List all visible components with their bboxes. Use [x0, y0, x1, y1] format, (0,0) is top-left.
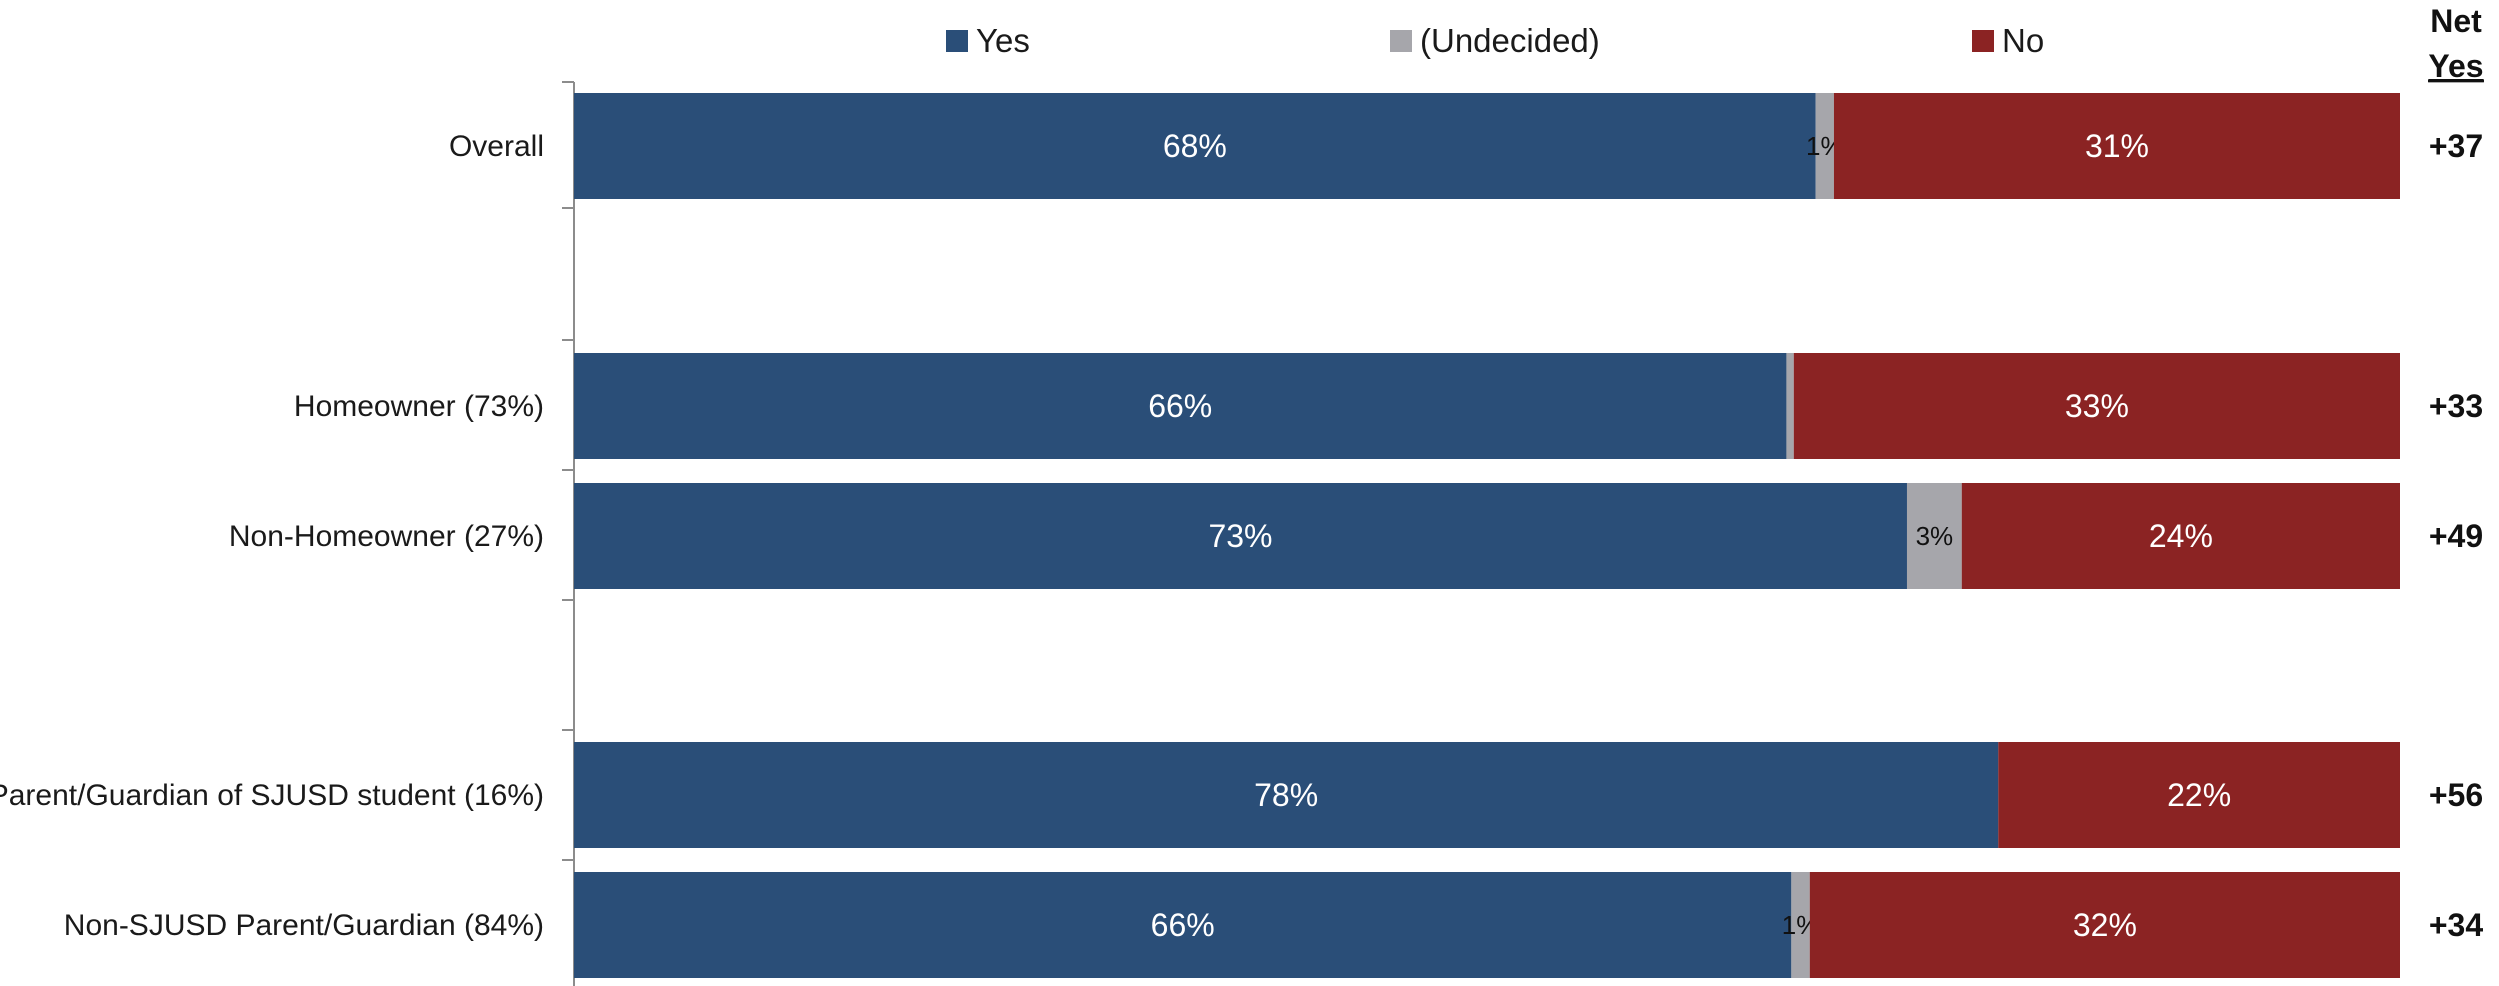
- bar-no-non-sjusd-parent-guardian-84: [1809, 872, 2400, 978]
- data-label-no-homeowner-73: 33%: [2065, 388, 2129, 424]
- net-yes-column: +37 +33 +49 +56 +34: [2429, 128, 2483, 943]
- bar-undecided-overall: [1815, 93, 1834, 199]
- category-label-overall: Overall: [449, 130, 544, 163]
- data-label-yes-non-sjusd-parent-guardian-84: 66%: [1151, 907, 1215, 943]
- bar-no-homeowner-73: [1793, 353, 2400, 459]
- bar-yes-homeowner-73: [574, 353, 1787, 459]
- bar-undecided-non-sjusd-parent-guardian-84: [1791, 872, 1810, 978]
- net-yes-header-line-1: Net: [2430, 3, 2482, 39]
- data-label-undecided-non-homeowner-27: 3%: [1916, 521, 1954, 551]
- legend: Yes (Undecided) No: [946, 22, 2044, 59]
- legend-swatch-no: [1972, 30, 1994, 52]
- net-yes-value-non-homeowner-27: +49: [2429, 518, 2483, 554]
- net-yes-value-non-sjusd-parent-guardian-84: +34: [2429, 907, 2483, 943]
- net-yes-value-parent-guardian-of-sjusd-student-16: +56: [2429, 777, 2483, 813]
- bar-yes-parent-guardian-of-sjusd-student-16: [574, 742, 1999, 848]
- legend-label-undecided: (Undecided): [1420, 22, 1600, 59]
- legend-label-no: No: [2002, 22, 2044, 59]
- bar-yes-overall: [574, 93, 1816, 199]
- bar-undecided-homeowner-73: [1786, 353, 1794, 459]
- legend-swatch-undecided: [1390, 30, 1412, 52]
- data-label-no-non-sjusd-parent-guardian-84: 32%: [2073, 907, 2137, 943]
- bar-no-non-homeowner-27: [1961, 483, 2400, 589]
- bar-yes-non-sjusd-parent-guardian-84: [574, 872, 1792, 978]
- bar-undecided-non-homeowner-27: [1906, 483, 1962, 589]
- legend-swatch-yes: [946, 30, 968, 52]
- category-label-homeowner-73: Homeowner (73%): [294, 390, 544, 423]
- bars: 68% 1% 31%66% 33%73% 3% 24%78% 22%66% 1% 32%: [574, 93, 2400, 978]
- data-label-yes-homeowner-73: 66%: [1148, 388, 1212, 424]
- data-label-yes-overall: 68%: [1163, 128, 1227, 164]
- category-label-non-sjusd-parent-guardian-84: Non-SJUSD Parent/Guardian (84%): [64, 909, 544, 942]
- net-yes-value-overall: +37: [2429, 128, 2483, 164]
- data-label-yes-non-homeowner-27: 73%: [1208, 518, 1272, 554]
- category-label-parent-guardian-of-sjusd-student-16: Parent/Guardian of SJUSD student (16%): [0, 779, 544, 812]
- net-yes-value-homeowner-73: +33: [2429, 388, 2483, 424]
- data-label-no-non-homeowner-27: 24%: [2149, 518, 2213, 554]
- legend-label-yes: Yes: [976, 22, 1030, 59]
- net-yes-header-line-2: Yes: [2428, 48, 2483, 84]
- data-label-no-parent-guardian-of-sjusd-student-16: 22%: [2167, 777, 2231, 813]
- net-yes-header: Net Yes: [2428, 3, 2484, 84]
- bar-no-overall: [1833, 93, 2400, 199]
- bar-yes-non-homeowner-27: [574, 483, 1907, 589]
- category-axis: Overall Homeowner (73%) Non-Homeowner (27%…: [0, 81, 575, 986]
- data-label-yes-parent-guardian-of-sjusd-student-16: 78%: [1254, 777, 1318, 813]
- bar-no-parent-guardian-of-sjusd-student-16: [1998, 742, 2400, 848]
- data-label-no-overall: 31%: [2085, 128, 2149, 164]
- category-label-non-homeowner-27: Non-Homeowner (27%): [229, 520, 544, 553]
